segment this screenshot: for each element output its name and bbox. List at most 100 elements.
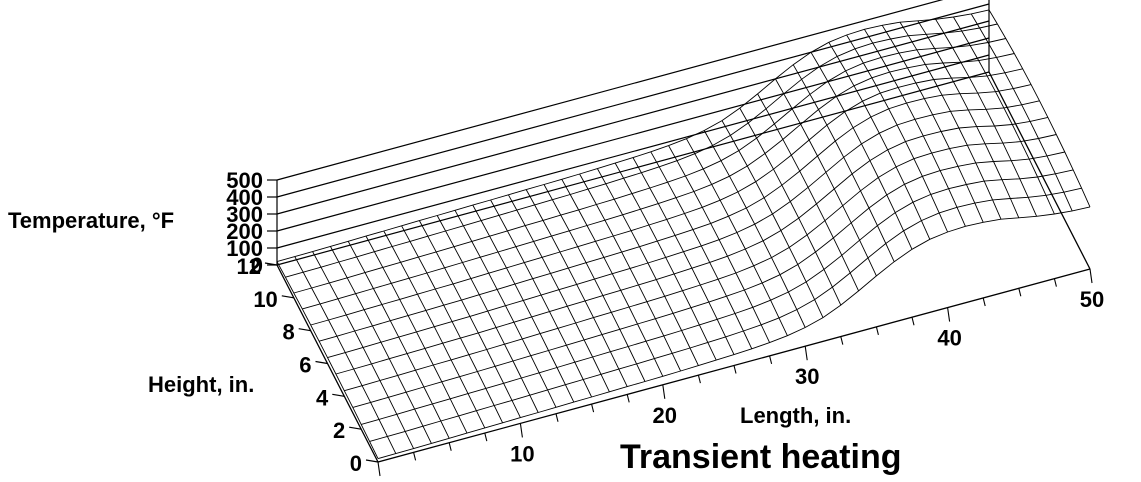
surface-line-along-height [579,173,682,372]
x-minor-tick [484,432,488,442]
x-minor-tick [448,442,452,451]
y-tick-label: 4 [316,385,329,410]
surface-line-along-length [310,68,1023,326]
y-tick [365,459,379,463]
y-tick [281,295,294,299]
surface-line-along-height [419,220,521,418]
z-tick-label: 400 [226,185,263,210]
x-axis-title: Length, in. [740,403,851,428]
x-minor-tick [733,365,737,374]
surface-line-along-height [757,93,860,292]
x-minor-tick [413,452,417,461]
surface-line-along-length [276,9,990,263]
back-panel [276,0,990,266]
x-major-tick [377,461,381,477]
surface-line-along-height [561,179,664,377]
x-minor-tick [697,374,701,384]
surface-line-along-height [775,78,877,277]
x-minor-tick [840,336,844,345]
surface-line-along-height [917,20,1020,218]
surface-line-along-height [810,52,913,250]
surface-line-along-height [543,184,646,382]
floor-panel [276,71,1091,463]
surface-line-along-height [330,246,432,444]
surface-line-along-height [312,251,415,449]
surface-line-along-height [614,162,717,361]
x-major-tick [519,423,523,438]
surface-line-along-length [302,53,1015,310]
surface-line-along-length [361,169,1074,425]
surface-line-along-height [276,261,379,459]
surface-line-along-height [935,19,1038,217]
z-tick-label: 300 [226,202,263,227]
surface-line-along-height [953,16,1055,215]
x-tick-label: 50 [1080,287,1104,312]
x-minor-tick [1018,288,1022,297]
back-gridline-z [276,3,990,198]
surface-line-along-height [721,120,824,318]
x-tick-label: 40 [937,326,961,351]
x-tick-label: 10 [510,441,534,466]
surface-line-along-height [401,225,504,423]
surface-line-along-height [650,151,753,349]
axis-ticks [264,179,1093,477]
x-minor-tick [591,403,595,413]
y-tick [349,426,362,430]
z-tick-label: 100 [226,236,263,261]
x-major-tick [804,346,808,361]
y-tick [298,328,311,332]
surface-line-along-height [739,107,842,306]
z-tick-label: 200 [226,219,263,244]
surface-line-along-height [632,157,735,355]
x-minor-tick [555,413,559,422]
surface-line-along-height [703,130,806,328]
surface-line-along-height [383,230,486,429]
surface-line-along-height [508,194,610,392]
surface-line-along-height [525,189,628,387]
x-major-tick [1089,268,1093,284]
y-tick-label: 6 [299,353,311,378]
x-tick-label: 20 [653,403,677,428]
surface-line-along-height [472,204,575,403]
surface-line-along-height [686,138,788,336]
surface-line-along-length [377,206,1091,460]
surface-line-along-height [490,199,593,398]
back-gridline-z [276,20,990,215]
back-gridline-z [276,0,944,181]
y-tick-label: 2 [333,418,345,443]
x-major-tick [662,384,666,399]
back-gridline-z [276,54,990,249]
x-minor-tick [769,355,773,365]
surface-line-along-height [668,145,771,343]
x-minor-tick [626,394,630,403]
surface-line-along-height [436,215,539,413]
y-tick [264,262,278,266]
surface-line-along-height [365,235,468,434]
surface-line-along-height [864,29,966,227]
surface-line-along-length [327,100,1040,359]
back-gridline-z [276,71,990,266]
y-tick-label: 8 [282,320,294,345]
z-tick-label: 0 [251,253,263,278]
surface-line-along-height [899,21,1002,220]
x-minor-tick [1053,278,1057,287]
temperature-surface-mesh [276,9,1091,460]
x-minor-tick [911,317,915,326]
surface-line-along-height [347,241,450,439]
surface-line-along-height [970,13,1073,212]
x-minor-tick [982,297,986,307]
surface-line-along-length [285,23,998,278]
surface-line-along-height [597,168,699,366]
y-tick [332,393,345,397]
floor-right-edge [988,71,1091,270]
surface-line-along-height [828,42,931,240]
surface-line-along-height [294,256,397,454]
surface-line-along-height [988,9,1091,208]
y-tick-label: 0 [350,451,362,476]
y-tick-label: 10 [253,287,277,312]
surface-line-along-height [846,34,949,233]
z-axis-title: Temperature, °F [8,208,174,233]
y-axis-title: Height, in. [148,372,254,397]
